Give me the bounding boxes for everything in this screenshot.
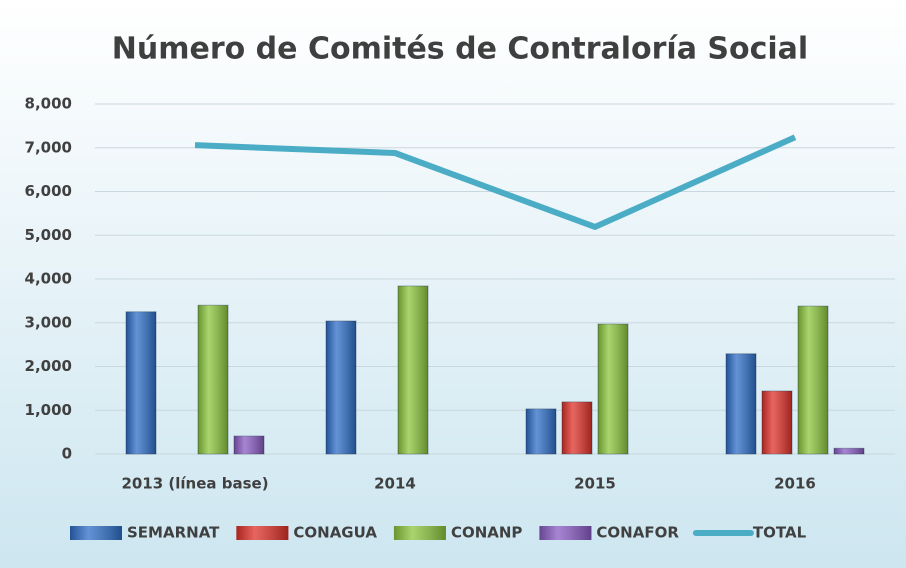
bar bbox=[561, 401, 593, 455]
x-tick-label: 2014 bbox=[374, 475, 416, 493]
legend-label: SEMARNAT bbox=[127, 524, 220, 542]
bar bbox=[597, 323, 629, 455]
bar bbox=[325, 320, 357, 455]
y-tick-label: 6,000 bbox=[25, 182, 72, 200]
y-tick-label: 0 bbox=[62, 445, 72, 463]
y-tick-label: 2,000 bbox=[25, 357, 72, 375]
y-tick-label: 7,000 bbox=[25, 138, 72, 156]
bar bbox=[397, 285, 429, 455]
y-tick-label: 3,000 bbox=[25, 313, 72, 331]
legend-swatch-shade bbox=[70, 526, 122, 540]
bar bbox=[797, 305, 829, 455]
legend-swatch-shade bbox=[236, 526, 289, 540]
bar bbox=[233, 435, 265, 455]
chart-title: Número de Comités de Contraloría Social bbox=[112, 32, 808, 67]
bar bbox=[833, 447, 865, 455]
x-tick-label: 2013 (línea base) bbox=[121, 475, 268, 493]
y-tick-label: 1,000 bbox=[25, 401, 72, 419]
bar bbox=[125, 311, 157, 455]
x-tick-label: 2015 bbox=[574, 475, 616, 493]
legend-swatch-shade bbox=[393, 526, 446, 540]
legend-label: TOTAL bbox=[753, 524, 807, 542]
legend-swatch-shade bbox=[539, 526, 592, 540]
bar bbox=[761, 390, 793, 455]
bar bbox=[725, 353, 757, 455]
legend-label: CONANP bbox=[451, 524, 522, 542]
line bbox=[194, 134, 797, 230]
bar bbox=[525, 408, 557, 455]
legend-label: CONAFOR bbox=[596, 524, 679, 542]
y-tick-label: 8,000 bbox=[25, 95, 72, 113]
bar bbox=[197, 304, 229, 455]
x-tick-label: 2016 bbox=[774, 475, 816, 493]
legend-label: CONAGUA bbox=[293, 524, 377, 542]
y-tick-label: 5,000 bbox=[25, 226, 72, 244]
y-tick-label: 4,000 bbox=[25, 270, 72, 288]
